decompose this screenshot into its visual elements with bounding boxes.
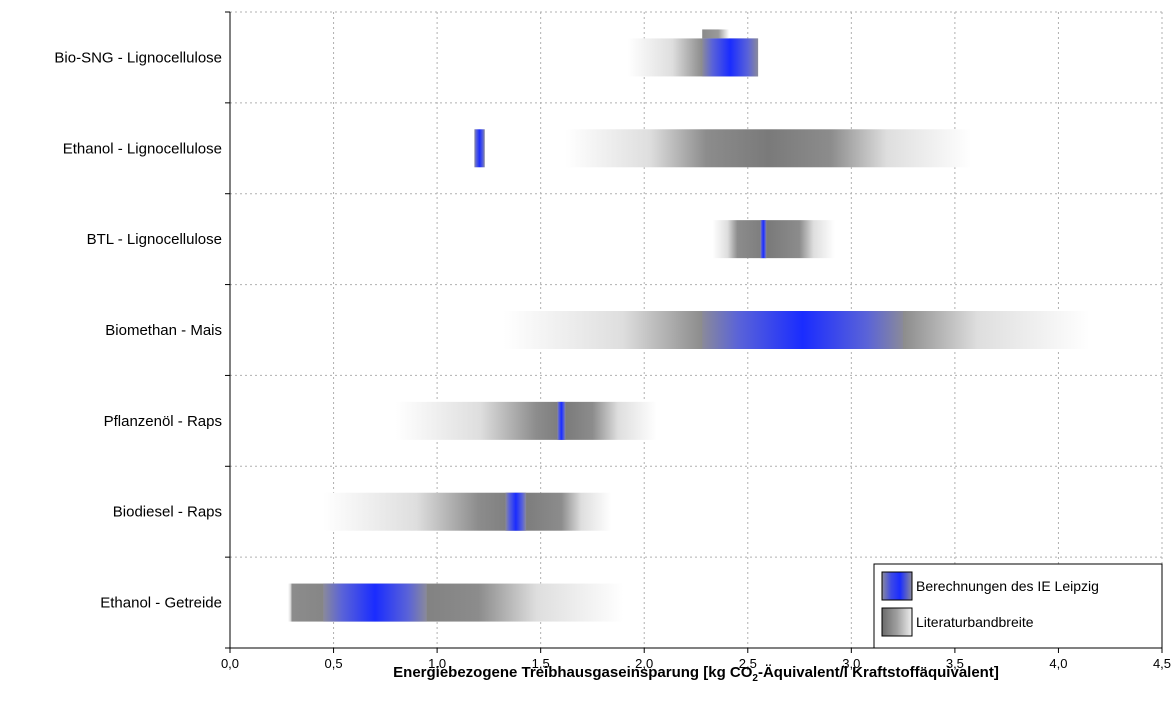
- x-tick-label: 1,5: [532, 656, 550, 671]
- category-label: Bio-SNG - Lignocellulose: [54, 49, 222, 66]
- category-label: Ethanol - Getreide: [100, 595, 222, 612]
- ie-leipzig-bar: [323, 583, 427, 622]
- literature-range-bar: [395, 401, 657, 440]
- x-tick-label: 4,0: [1049, 656, 1067, 671]
- legend-box: [873, 563, 1163, 649]
- category-label: Pflanzenöl - Raps: [104, 413, 222, 430]
- x-tick-label: 1,0: [428, 656, 446, 671]
- category-label: BTL - Lignocellulose: [87, 231, 222, 248]
- ie-leipzig-bar: [557, 401, 566, 440]
- x-tick-label: 4,5: [1153, 656, 1171, 671]
- ie-leipzig-bar: [474, 129, 485, 168]
- literature-range-bar: [323, 492, 612, 531]
- category-labels: Bio-SNG - Lignocellulose Ethanol - Lignoc…: [54, 49, 222, 611]
- x-tick-label: 0,5: [325, 656, 343, 671]
- ie-leipzig-bar: [505, 492, 527, 531]
- literature-range-bar: [565, 129, 972, 168]
- x-tick-label: 2,0: [635, 656, 653, 671]
- legend: Berechnungen des IE Leipzig Literaturband…: [873, 563, 1163, 649]
- legend-label: Berechnungen des IE Leipzig: [916, 578, 1099, 594]
- ie-leipzig-bar: [760, 220, 767, 259]
- legend-label: Literaturbandbreite: [916, 614, 1034, 630]
- literature-extra-mark: [702, 29, 730, 39]
- category-label: Biomethan - Mais: [105, 322, 222, 339]
- literature-range-bar: [712, 220, 835, 259]
- ie-leipzig-bar: [702, 311, 904, 349]
- bars: [287, 29, 1090, 622]
- ie-leipzig-bar: [702, 38, 759, 77]
- x-tick-label: 3,0: [842, 656, 860, 671]
- x-tick-label: 2,5: [739, 656, 757, 671]
- category-label: Ethanol - Lignocellulose: [63, 140, 222, 157]
- legend-swatch-ie-leipzig: [881, 571, 913, 601]
- grid-lines: [230, 11, 1163, 648]
- x-tick-label: 0,0: [221, 656, 239, 671]
- x-tick-labels: 0,0 0,5 1,0 1,5 2,0 2,5 3,0 3,5 4,0 4,5: [221, 656, 1171, 671]
- x-axis-title: Energiebezogene Treibhausgaseinsparung […: [393, 664, 999, 684]
- legend-swatch-literature: [881, 607, 913, 637]
- x-tick-label: 3,5: [946, 656, 964, 671]
- category-label: Biodiesel - Raps: [113, 504, 222, 521]
